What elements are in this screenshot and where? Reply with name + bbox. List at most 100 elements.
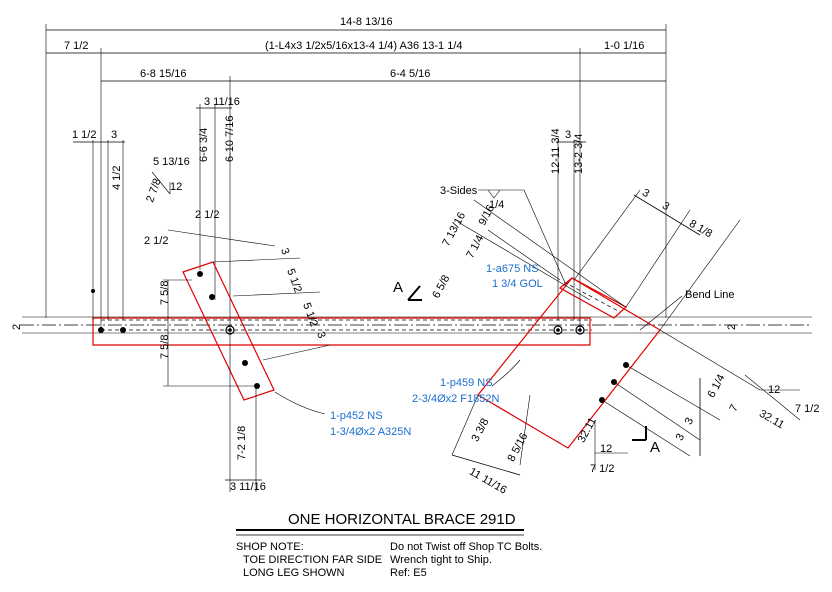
bevel-left-b: 2 7/8: [144, 177, 164, 204]
section-marker-bottom: A: [632, 426, 660, 456]
dim-11-11-16: 11 11/16: [467, 466, 509, 497]
dim-3-11-16-top: 3 11/16: [204, 96, 240, 108]
callout-a675-line1: 1-a675 NS: [486, 263, 539, 275]
dim-3-3-8: 3 3/8: [469, 417, 491, 444]
dim-3-c: 3: [683, 416, 696, 427]
title-block: ONE HORIZONTAL BRACE 291D: [236, 511, 524, 536]
dim-7-5-8-a: 7 5/8: [159, 281, 171, 305]
dim-6-5-8: 6 5/8: [430, 273, 452, 300]
callout-a675-line2: 1 3/4 GOL: [492, 278, 543, 290]
notes-line1: TOE DIRECTION FAR SIDE: [243, 554, 383, 566]
callout-leader-p459: [491, 359, 521, 387]
dim-13-2-3-4: 13-2 3/4: [573, 134, 585, 174]
dim-3-11-16-bot: 3 11/16: [230, 481, 266, 493]
bolt-hole: [599, 397, 605, 403]
notes-right1: Do not Twist off Shop TC Bolts.: [390, 541, 543, 553]
member-bolt-center: [578, 328, 582, 332]
bevel-right-c: 32.11: [757, 408, 786, 432]
dim-7: 7: [727, 403, 740, 414]
bevel-right-a: 12: [768, 384, 780, 396]
right-gusset-plate: [477, 277, 661, 449]
callout-p459-line1: 1-p459 NS: [440, 377, 493, 389]
weld-size: 1/4: [489, 199, 504, 211]
dim-3-right: 3: [565, 129, 571, 141]
bend-line-label: Bend Line: [685, 289, 735, 301]
left-connection: 1 1/2 3 4 1/2 3 11/16 6-6 3/4 6-10 7/16 …: [72, 96, 411, 493]
member-bolt-hole: [120, 327, 126, 333]
shop-notes-right: Do not Twist off Shop TC Bolts. Wrench t…: [390, 541, 590, 580]
bevel-bot-a: 12: [600, 443, 612, 455]
weld-sides: 3-Sides: [440, 185, 478, 197]
dim-7-5-8-b: 7 5/8: [159, 335, 171, 359]
right-connection: 3 12-11 3/4 13-2 3/4 3-Sides 1/4 7 13/16…: [412, 128, 819, 496]
dim-3-plate-l: 3: [278, 247, 291, 257]
dim-8-1-8: 8 1/8: [687, 218, 714, 241]
dim-5-1-2-a: 5 1/2: [284, 267, 304, 294]
dim-1-1-2: 1 1/2: [72, 129, 96, 141]
callout-p459-line2: 2-3/4Øx2 F1852N: [412, 393, 499, 405]
member-bolt: [575, 325, 585, 335]
dim-7-1-4: 7 1/4: [464, 233, 486, 260]
shop-notes: SHOP NOTE: TOE DIRECTION FAR SIDE LONG L…: [236, 541, 416, 580]
left-gusset-plate: [182, 261, 275, 401]
dim-3-plate-l2: 3: [314, 330, 327, 340]
dim-4-1-2: 4 1/2: [111, 166, 123, 190]
bevel-bot-b: 7 1/2: [590, 463, 614, 475]
member-dimension-row: 7 1/2 (1-L4x3 1/2x5/16x13-4 1/4) A36 13-…: [46, 40, 666, 330]
dim-8-5-16: 8 5/16: [505, 431, 530, 464]
workpoint-bolt: [553, 325, 563, 335]
dim-6-6-3-4: 6-6 3/4: [198, 128, 210, 162]
workpoint-bolt-center: [228, 328, 232, 332]
dim-overall: 14-8 13/16: [340, 16, 393, 28]
dim-7-2-1-8: 7-2 1/8: [236, 426, 248, 460]
notes-heading: SHOP NOTE:: [236, 541, 304, 553]
workpoint-bolt: [225, 325, 235, 335]
bevel-left-a: 12: [170, 181, 182, 193]
callout-p452-line2: 1-3/4Øx2 A325N: [330, 426, 411, 438]
workpoint-dimension-row: 6-8 15/16 6-4 5/16: [101, 68, 666, 330]
dim-3-left: 3: [111, 129, 117, 141]
dim-6-1-4: 6 1/4: [705, 373, 727, 400]
dim-left-wp: 6-8 15/16: [140, 68, 186, 80]
dim-3-d: 3: [674, 432, 687, 443]
callout-p452-line1: 1-p452 NS: [330, 410, 383, 422]
member-bolt-hole: [98, 327, 104, 333]
member-outline: [92, 317, 591, 346]
bevel-bot-c: 32.11: [576, 416, 599, 445]
bolt-hole: [254, 383, 260, 389]
bevel-right-b: 7 1/2: [795, 403, 819, 415]
bolt-hole: [197, 271, 203, 277]
notes-line2: LONG LEG SHOWN: [243, 567, 345, 579]
dim-2-1-2-a: 2 1/2: [144, 235, 168, 247]
dim-left-end: 7 1/2: [64, 40, 88, 52]
angle-member: 2 2: [11, 316, 812, 334]
dim-3-b: 3: [660, 200, 671, 213]
dim-2-1-2-b: 2 1/2: [195, 209, 219, 221]
member-mark: [91, 289, 95, 293]
section-label-a-top: A: [393, 279, 403, 296]
dim-5-13-16: 5 13/16: [153, 156, 190, 168]
bolt-hole: [242, 360, 248, 366]
dim-12-11-3-4: 12-11 3/4: [550, 128, 562, 174]
dim-2-left: 2: [11, 324, 23, 330]
dim-2-right: 2: [726, 324, 738, 330]
dim-7-13-16: 7 13/16: [440, 210, 468, 248]
bolt-hole: [623, 362, 629, 368]
section-marker-top: A: [393, 279, 422, 301]
notes-right2: Wrench tight to Ship.: [390, 554, 492, 566]
dim-member: (1-L4x3 1/2x5/16x13-4 1/4) A36 13-1 1/4: [265, 40, 463, 52]
workpoint-bolt-center: [556, 328, 560, 332]
section-label-a-bottom: A: [650, 439, 660, 456]
drawing-title: ONE HORIZONTAL BRACE 291D: [288, 511, 516, 528]
bolt-hole: [611, 379, 617, 385]
overall-dimension: 14-8 13/16: [45, 16, 667, 318]
notes-right3: Ref: E5: [390, 567, 427, 579]
bolt-hole: [209, 294, 215, 300]
dim-6-10-7-16: 6-10 7/16: [224, 116, 236, 162]
dim-5-1-2-b: 5 1/2: [300, 301, 320, 328]
dim-3-a: 3: [640, 187, 651, 200]
dim-right-wp: 6-4 5/16: [390, 68, 430, 80]
callout-leader-p452: [274, 391, 326, 415]
dim-right-end: 1-0 1/16: [604, 40, 644, 52]
